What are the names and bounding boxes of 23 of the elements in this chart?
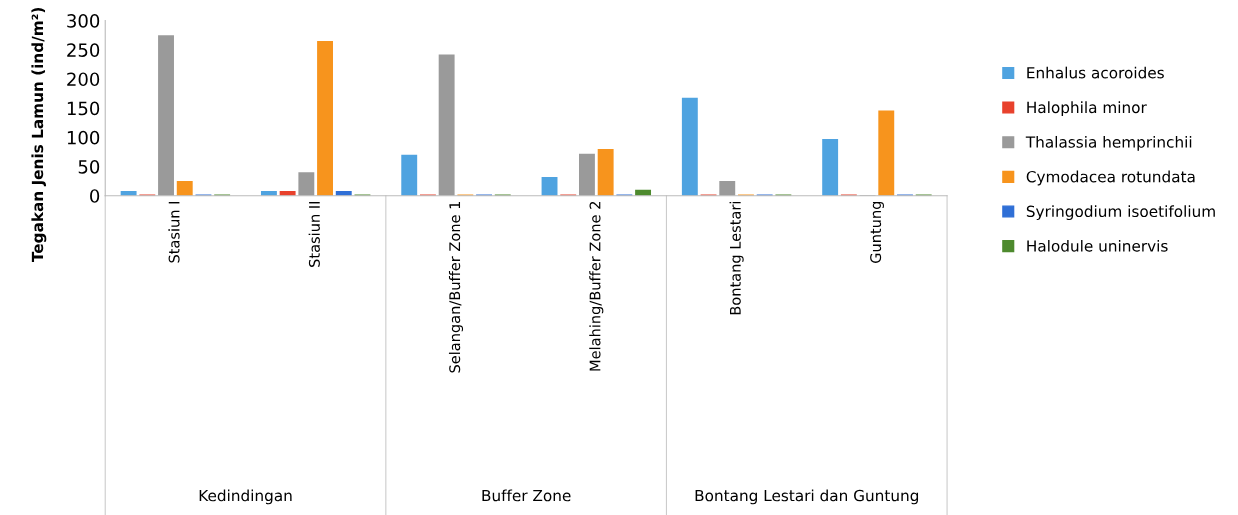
x-tick-label: Bontang Lestari [729, 201, 744, 315]
text: Bontang Lestari dan Guntung [695, 489, 919, 505]
y-axis-title: Tegakan Jenis Lamun (ind/m²) [31, 7, 47, 263]
text: Kedindingan [199, 489, 292, 505]
text: Buffer Zone [482, 489, 571, 502]
y-tick-label: 150 [67, 101, 100, 116]
y-tick-label: 0 [90, 189, 100, 203]
legend-label: Halodule uninervis [1027, 239, 1168, 252]
x-tick-label: Selangan/Buffer Zone 1 [448, 201, 464, 373]
y-tick-label: 300 [67, 14, 100, 28]
legend-label: Thalassia hemprinchii [1025, 135, 1192, 151]
x-tick-label: Melahing/Buffer Zone 2 [589, 202, 604, 371]
x-tick-label: Guntung [870, 201, 884, 263]
y-tick-label: 250 [67, 43, 100, 57]
legend-label: Cymodacea rotundata [1026, 170, 1195, 186]
x-tick-label: Stasiun II [308, 201, 320, 267]
y-tick-label: 100 [67, 130, 100, 145]
legend-label: Halophila minor [1027, 101, 1147, 117]
x-tick-label: Stasiun I [168, 201, 180, 263]
y-tick-label: 50 [78, 159, 100, 174]
y-tick-label: 200 [67, 72, 100, 87]
legend-label: Syringodium isoetifolium [1026, 205, 1215, 221]
legend-label: Enhalus acoroides [1027, 66, 1164, 79]
